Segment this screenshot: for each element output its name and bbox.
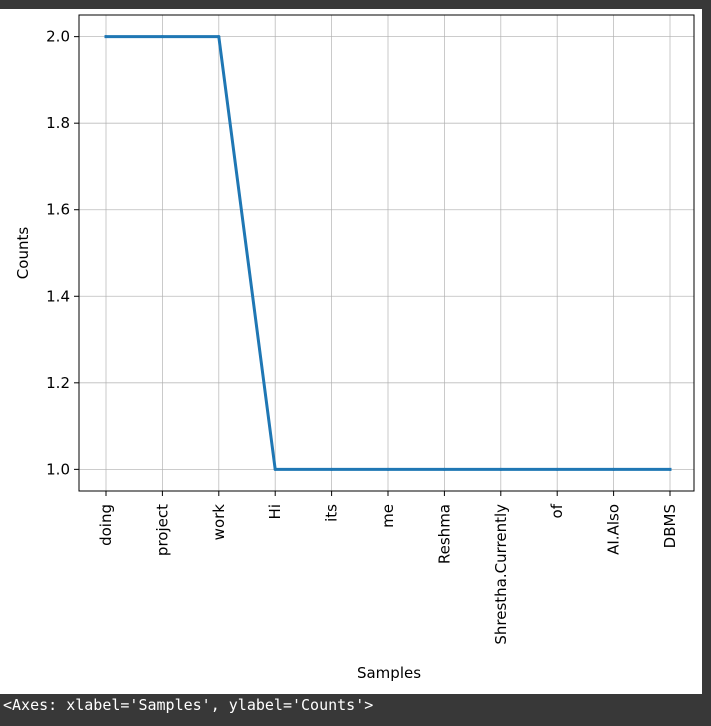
data-point	[330, 467, 334, 471]
x-tick-label: work	[210, 504, 228, 541]
data-point	[668, 467, 672, 471]
data-point	[160, 35, 164, 39]
data-point	[104, 35, 108, 39]
x-tick-label: Shrestha.Currently	[492, 504, 510, 645]
data-point	[217, 35, 221, 39]
x-tick-label: DBMS	[661, 504, 679, 548]
x-axis-label: Samples	[357, 664, 421, 682]
data-point	[273, 467, 277, 471]
data-point	[442, 467, 446, 471]
x-axis: doing project work Hi its me Reshma Shrestha.Cu…	[97, 491, 679, 645]
x-tick-label: Hi	[266, 504, 284, 519]
data-point	[499, 467, 503, 471]
cell-top-strip	[0, 0, 711, 9]
y-tick-label: 2.0	[46, 28, 70, 46]
y-tick-label: 1.6	[46, 201, 70, 219]
x-tick-label: AI.Also	[605, 504, 623, 555]
y-axis-label: Counts	[14, 227, 32, 280]
x-tick-label: project	[153, 504, 171, 556]
series-layer	[104, 35, 672, 471]
data-point	[555, 467, 559, 471]
x-tick-label: its	[323, 504, 341, 522]
figure-area: 1.0 1.2 1.4 1.6 1.8 2.0 doing project work Hi its…	[0, 9, 702, 694]
y-tick-label: 1.4	[46, 287, 70, 305]
plot-frame	[78, 14, 695, 492]
cell-output-text: <Axes: xlabel='Samples', ylabel='Counts'…	[0, 694, 711, 726]
y-axis: 1.0 1.2 1.4 1.6 1.8 2.0	[46, 28, 79, 478]
data-point	[612, 467, 616, 471]
x-tick-label: of	[548, 503, 566, 518]
x-tick-label: Reshma	[435, 504, 453, 564]
y-tick-label: 1.8	[46, 114, 70, 132]
x-tick-label: me	[379, 504, 397, 528]
cell-right-strip	[702, 9, 711, 694]
grid	[79, 15, 694, 491]
x-tick-label: doing	[97, 504, 115, 546]
y-tick-label: 1.0	[46, 460, 70, 478]
data-point	[386, 467, 390, 471]
line-chart: 1.0 1.2 1.4 1.6 1.8 2.0 doing project work Hi its…	[14, 14, 695, 682]
y-tick-label: 1.2	[46, 374, 70, 392]
